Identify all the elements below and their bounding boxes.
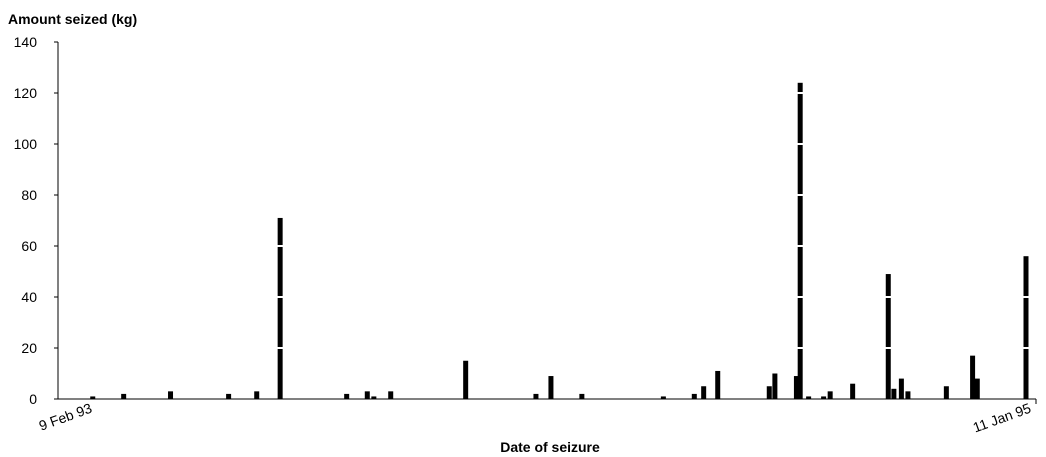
bar: [715, 370, 721, 399]
bar: [254, 391, 260, 399]
y-axis-label: Amount seized (kg): [8, 11, 137, 27]
bar: [850, 383, 856, 399]
bar: [974, 378, 980, 399]
bar: [168, 391, 174, 399]
y-tick-label: 80: [21, 187, 37, 203]
bar: [891, 388, 897, 399]
bar: [943, 386, 949, 399]
x-tick-label-start: 9 Feb 93: [37, 400, 95, 434]
bar: [1023, 256, 1029, 399]
bar: [548, 376, 554, 399]
bar: [121, 393, 127, 399]
bar: [579, 393, 585, 399]
y-axis-ticks: 0 20 40 60 80 100 120 140: [14, 34, 58, 407]
bar: [344, 393, 350, 399]
bar: [533, 393, 539, 399]
y-tick-label: 100: [14, 136, 38, 152]
bar: [90, 396, 96, 399]
bar: [797, 82, 803, 400]
y-tick-label: 40: [21, 289, 37, 305]
y-tick-label: 20: [21, 340, 37, 356]
bar: [885, 274, 891, 399]
bar: [371, 396, 377, 399]
bar: [772, 373, 778, 399]
bar: [806, 396, 812, 399]
x-axis-label: Date of seizure: [500, 439, 600, 455]
y-tick-label: 120: [14, 85, 38, 101]
bar: [821, 396, 827, 399]
bar: [388, 391, 394, 399]
bar: [793, 376, 799, 399]
bar: [691, 393, 697, 399]
x-tick-label-end: 11 Jan 95: [971, 400, 1033, 436]
bar: [226, 393, 232, 399]
bar: [701, 386, 707, 399]
bar: [827, 391, 833, 399]
bar: [766, 386, 772, 399]
y-tick-label: 0: [29, 391, 37, 407]
bar: [277, 217, 283, 399]
bars-group: [90, 82, 1029, 400]
bar: [463, 360, 469, 399]
y-tick-label: 140: [14, 34, 38, 50]
bar: [905, 391, 911, 399]
bar: [970, 355, 976, 399]
y-tick-label: 60: [21, 238, 37, 254]
bar: [898, 378, 904, 399]
bar: [660, 396, 666, 399]
bar: [364, 391, 370, 399]
